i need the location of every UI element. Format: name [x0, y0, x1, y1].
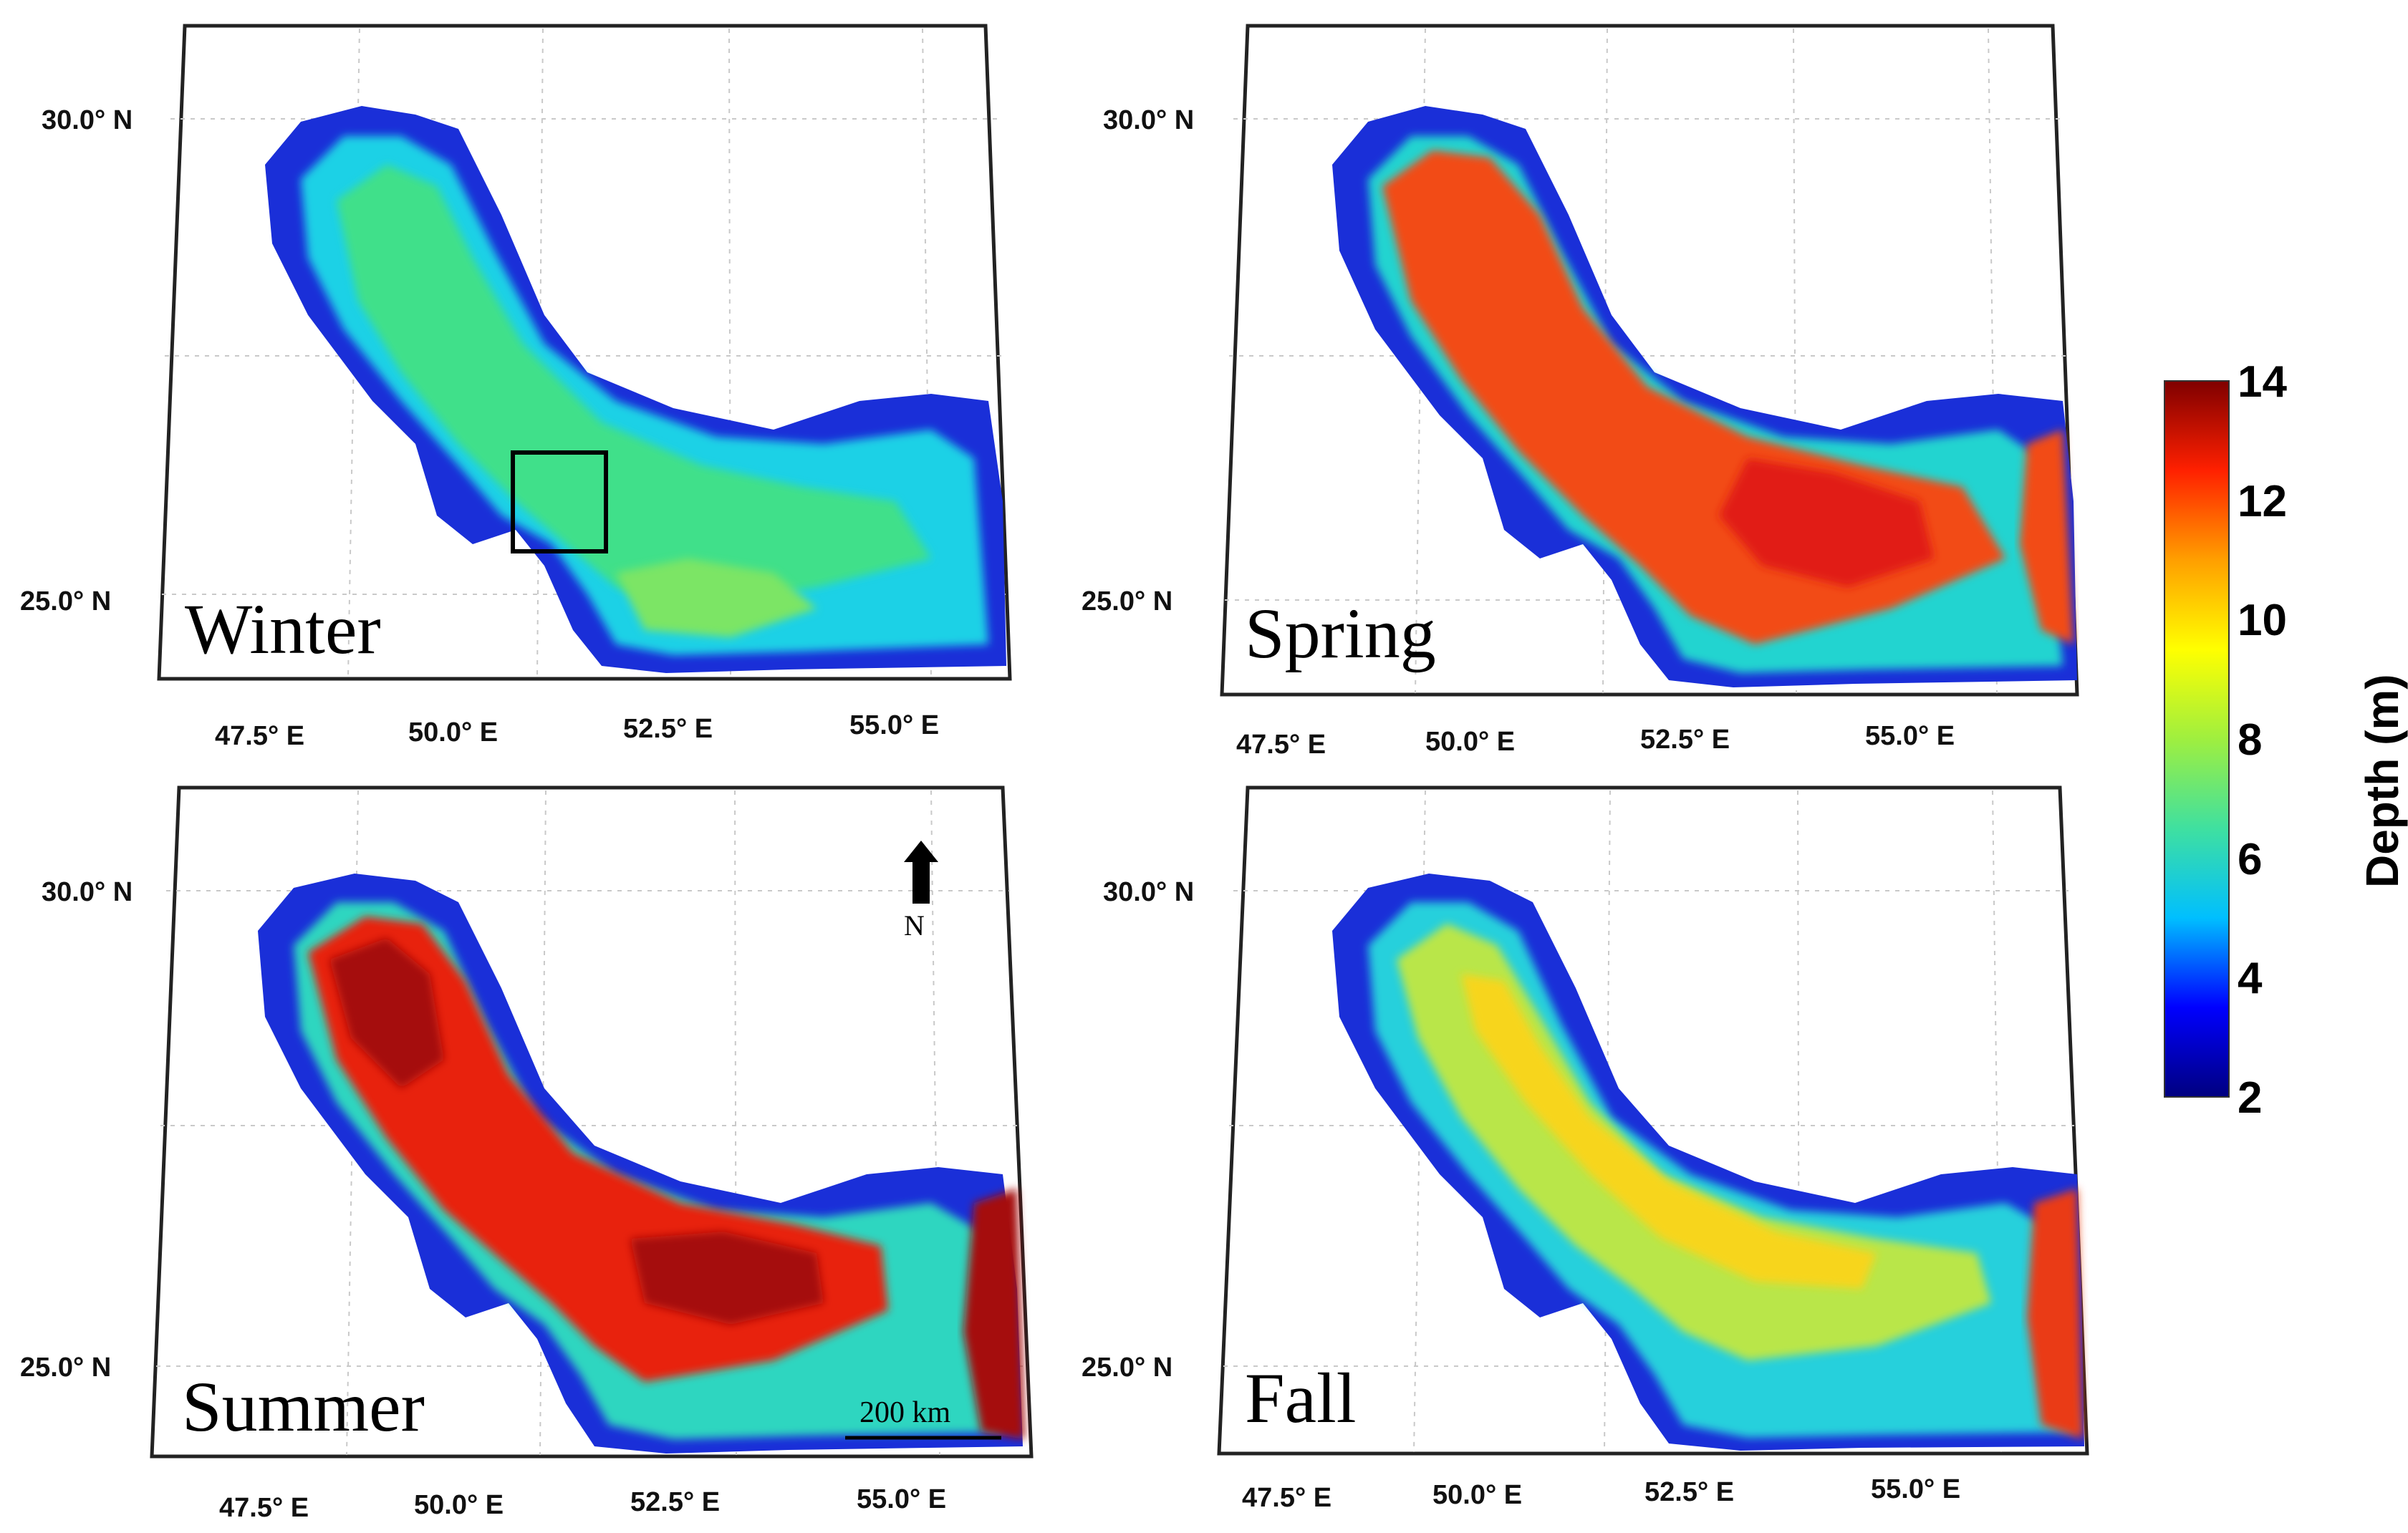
colorbar-tick-2: 2 — [2238, 1073, 2262, 1123]
depth-center — [329, 938, 824, 1325]
lon-label-47-5: 47.5° E — [215, 721, 304, 751]
colorbar-ticks: 14 12 10 8 6 4 2 — [2238, 357, 2287, 1123]
lat-label-30: 30.0° N — [42, 877, 133, 907]
panel-fall: 30.0° N 25.0° N 47.5° E 50.0° E 52.5° E … — [1082, 785, 2089, 1513]
gulf-depth-shading — [1332, 106, 2077, 687]
gulf-depth-shading — [265, 106, 1006, 673]
colorbar-tick-10: 10 — [2238, 596, 2287, 645]
lon-label-55: 55.0° E — [1865, 721, 1955, 751]
lon-label-47-5: 47.5° E — [1242, 1483, 1331, 1513]
lon-label-55: 55.0° E — [857, 1484, 946, 1514]
colorbar-tick-8: 8 — [2238, 715, 2262, 765]
panel-summer: N 200 km 30.0° N 25.0° N 47.5° E 50.0° E… — [20, 785, 1034, 1523]
depth-center — [963, 1189, 1024, 1439]
lat-label-30: 30.0° N — [42, 105, 133, 135]
depth-core — [337, 165, 931, 609]
study-area-box — [511, 450, 608, 553]
lon-label-52-5: 52.5° E — [1644, 1477, 1734, 1507]
colorbar-tick-4: 4 — [2238, 954, 2263, 1003]
north-arrow-label: N — [904, 909, 925, 942]
lat-label-25: 25.0° N — [1082, 586, 1172, 616]
colorbar-tick-6: 6 — [2238, 835, 2262, 884]
lon-label-50: 50.0° E — [1425, 727, 1515, 757]
colorbar-label: Depth (m) — [2356, 674, 2408, 888]
depth-core — [2020, 430, 2074, 644]
lat-label-30: 30.0° N — [1103, 877, 1194, 907]
scale-bar-label: 200 km — [859, 1396, 951, 1429]
panel-winter: 30.0° N 25.0° N 47.5° E 50.0° E 52.5° E … — [20, 24, 1012, 751]
panel-spring: 30.0° N 25.0° N 47.5° E 50.0° E 52.5° E … — [1082, 24, 2079, 760]
north-arrow: N — [904, 841, 938, 942]
lon-label-50: 50.0° E — [414, 1490, 504, 1520]
depth-center — [1719, 458, 1934, 587]
lon-label-47-5: 47.5° E — [1236, 730, 1326, 760]
depth-core-east — [2027, 1189, 2083, 1439]
lon-label-50: 50.0° E — [1432, 1480, 1522, 1510]
season-label-fall: Fall — [1245, 1358, 1357, 1438]
lon-label-47-5: 47.5° E — [219, 1493, 309, 1523]
season-label-summer: Summer — [182, 1367, 425, 1446]
colorbar-tick-14: 14 — [2238, 357, 2287, 407]
gulf-depth-shading — [258, 874, 1024, 1454]
depth-colorbar: 14 12 10 8 6 4 2 Depth (m) — [2164, 357, 2408, 1123]
lon-label-52-5: 52.5° E — [623, 714, 713, 744]
gulf-depth-shading — [1332, 874, 2084, 1451]
colorbar-tick-12: 12 — [2238, 477, 2287, 526]
lat-label-25: 25.0° N — [20, 586, 111, 616]
lon-label-50: 50.0° E — [408, 717, 498, 748]
lon-label-52-5: 52.5° E — [630, 1487, 720, 1517]
lon-label-55: 55.0° E — [849, 710, 939, 740]
depth-center — [616, 558, 817, 637]
season-label-spring: Spring — [1245, 594, 1436, 673]
scale-bar: 200 km — [845, 1396, 1001, 1440]
lat-label-25: 25.0° N — [1082, 1353, 1172, 1383]
colorbar-gradient — [2164, 380, 2230, 1098]
lat-label-30: 30.0° N — [1103, 105, 1194, 135]
lon-label-55: 55.0° E — [1871, 1474, 1960, 1504]
lat-label-25: 25.0° N — [20, 1353, 111, 1383]
depth-center — [1461, 974, 1877, 1289]
lon-label-52-5: 52.5° E — [1640, 725, 1730, 755]
season-label-winter: Winter — [185, 589, 381, 669]
